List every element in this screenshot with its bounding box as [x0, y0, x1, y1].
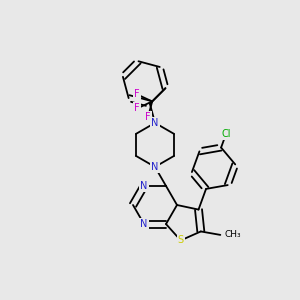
- Text: S: S: [178, 236, 184, 245]
- Text: F: F: [134, 89, 140, 100]
- Text: N: N: [151, 118, 159, 128]
- Text: N: N: [151, 162, 159, 172]
- Text: F: F: [134, 103, 140, 113]
- Text: N: N: [140, 219, 148, 229]
- Text: F: F: [145, 112, 151, 122]
- Text: Cl: Cl: [221, 129, 231, 140]
- Text: N: N: [140, 181, 148, 191]
- Text: CH₃: CH₃: [224, 230, 241, 239]
